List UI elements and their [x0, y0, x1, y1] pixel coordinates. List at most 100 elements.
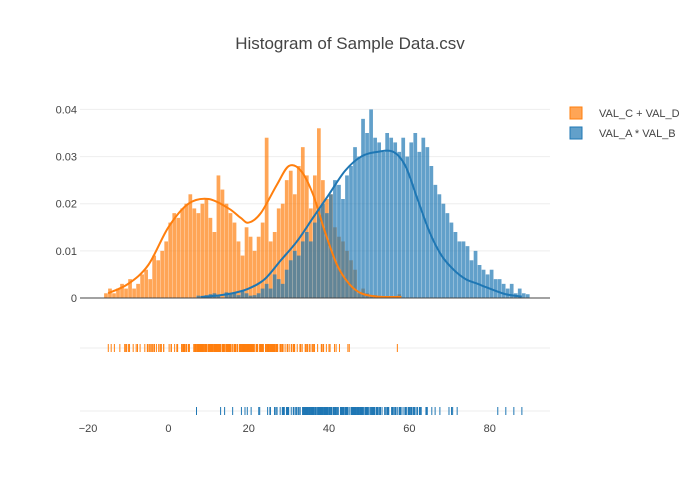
- histogram-bar-s0: [300, 147, 305, 298]
- legend-item-1[interactable]: VAL_A * VAL_B: [569, 126, 676, 140]
- histogram-bar-s0: [252, 250, 257, 298]
- kde-line-s0: [107, 164, 402, 299]
- histogram-bar-s0: [276, 208, 281, 298]
- histogram-bar-s0: [144, 269, 148, 298]
- histogram-bar-s1: [272, 274, 277, 298]
- histogram-bar-s1: [413, 133, 418, 298]
- histogram-bar-s1: [252, 295, 257, 298]
- density-curves: [107, 149, 523, 299]
- y-tick-label: 0.02: [56, 199, 77, 211]
- histogram-bar-s1: [292, 250, 297, 298]
- histogram-bar-s1: [236, 295, 241, 298]
- histogram-bar-s1: [357, 156, 361, 298]
- y-tick-label: 0.01: [56, 246, 77, 258]
- histogram-bar-s1: [433, 184, 438, 298]
- histogram-bar-s0: [148, 279, 153, 298]
- histogram-bar-s1: [244, 293, 249, 298]
- legend[interactable]: VAL_C + VAL_D VAL_A * VAL_B: [569, 106, 680, 140]
- histogram-bar-s0: [280, 203, 285, 298]
- histogram-bar-s0: [184, 203, 189, 298]
- legend-item-0[interactable]: VAL_C + VAL_D: [569, 106, 680, 120]
- histogram-bar-s1: [465, 246, 470, 298]
- histogram-bar-s0: [128, 279, 132, 298]
- legend-swatch: [569, 126, 583, 140]
- histogram-bar-s0: [244, 227, 249, 298]
- histogram-bar-s1: [276, 279, 281, 298]
- x-tick-label: 0: [165, 423, 171, 435]
- histogram-bar-s1: [389, 137, 394, 298]
- histogram-bar-s0: [112, 293, 116, 298]
- histogram-bar-s0: [288, 170, 293, 298]
- histogram-bar-s1: [485, 274, 490, 298]
- histogram-bar-s1: [373, 137, 377, 298]
- histogram-bar-s1: [296, 255, 301, 298]
- histogram-bar-s1: [477, 265, 482, 298]
- y-tick-label: 0.04: [56, 104, 77, 116]
- x-tick-label: 80: [484, 423, 496, 435]
- histogram-bar-s0: [204, 199, 209, 298]
- histogram-bar-s0: [212, 232, 217, 298]
- histogram-bar-s1: [317, 208, 321, 298]
- histogram-bar-s1: [517, 288, 522, 298]
- histogram-bar-s1: [401, 137, 406, 298]
- histogram-bar-s1: [405, 156, 410, 298]
- histogram-bar-s1: [437, 194, 442, 298]
- x-tick-label: 20: [243, 423, 255, 435]
- histogram-bar-s1: [381, 151, 385, 298]
- histogram-bar-s1: [493, 279, 498, 298]
- histogram-bar-s1: [425, 147, 430, 298]
- histogram-bar-s1: [341, 199, 345, 298]
- histogram-bar-s0: [152, 255, 157, 298]
- histogram-bar-s0: [160, 250, 165, 298]
- histogram-bar-s1: [337, 184, 341, 298]
- histogram-bar-s1: [385, 133, 390, 298]
- histogram-bar-s0: [224, 203, 229, 298]
- histogram-bar-s0: [256, 236, 261, 298]
- histogram-bar-s0: [172, 213, 177, 298]
- histogram-bar-s1: [288, 260, 293, 298]
- histogram-bar-s1: [304, 232, 309, 298]
- histogram-bar-s1: [333, 180, 337, 298]
- histogram-bar-s0: [156, 260, 161, 298]
- histogram-bar-s1: [232, 293, 237, 298]
- histogram-bar-s0: [140, 274, 144, 298]
- histogram-bar-s0: [164, 241, 169, 298]
- histogram-bar-s0: [124, 288, 128, 298]
- y-tick-label: 0.03: [56, 152, 77, 164]
- histogram-bar-s0: [104, 293, 108, 298]
- histogram-bar-s1: [280, 283, 285, 298]
- histogram-bar-s1: [441, 203, 446, 298]
- histogram-bar-s1: [284, 269, 289, 298]
- histogram-bar-s1: [525, 294, 530, 298]
- histogram-bar-s0: [180, 208, 185, 298]
- histogram-bar-s0: [264, 137, 269, 298]
- histogram-bar-s0: [120, 283, 124, 298]
- histogram-bar-s0: [292, 194, 297, 298]
- histogram-bar-s1: [260, 288, 265, 298]
- histogram-bar-s1: [377, 142, 381, 298]
- histogram-bar-s0: [260, 222, 265, 298]
- histogram-bar-s1: [457, 241, 462, 298]
- histogram-bar-s1: [453, 232, 458, 298]
- histogram-bar-s1: [429, 166, 434, 298]
- histogram-bar-s0: [284, 180, 289, 298]
- histogram-bar-s0: [236, 241, 241, 298]
- histogram-bar-s1: [509, 283, 514, 298]
- histogram-bar-s1: [228, 294, 233, 298]
- histogram-bar-s1: [505, 288, 510, 298]
- y-axis: 0 0.01 0.02 0.03 0.04: [56, 104, 77, 305]
- histogram-bar-s0: [248, 236, 253, 298]
- histogram-bar-s1: [300, 241, 305, 298]
- histogram-bar-s1: [268, 288, 273, 298]
- histogram-bar-s1: [361, 118, 365, 298]
- x-tick-label: −20: [79, 423, 98, 435]
- legend-swatch: [569, 106, 583, 120]
- histogram-bar-s0: [208, 217, 213, 298]
- chart-title: Histogram of Sample Data.csv: [235, 34, 465, 53]
- histogram-bar-s0: [228, 213, 233, 298]
- histogram-bar-s1: [312, 222, 317, 298]
- histogram-bar-s0: [216, 175, 221, 298]
- histogram-bar-s1: [321, 203, 325, 298]
